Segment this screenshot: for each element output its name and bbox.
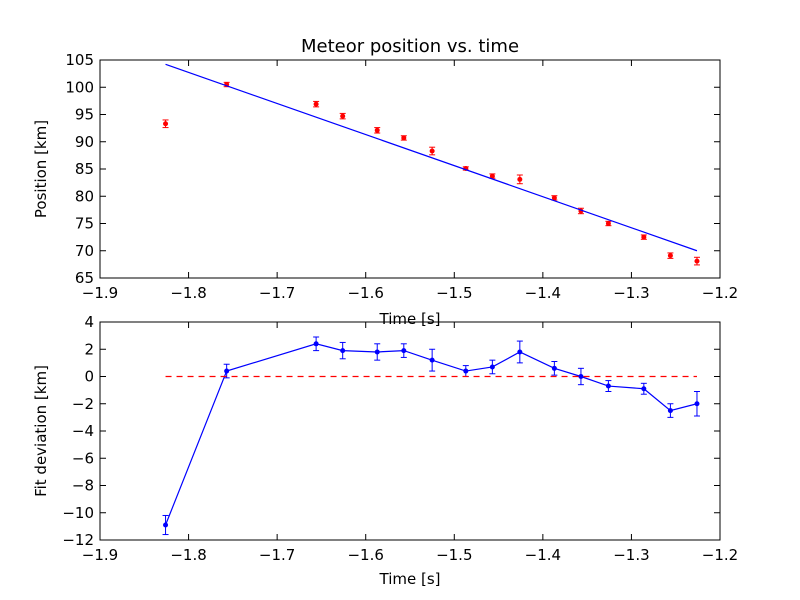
data-point	[517, 176, 523, 182]
y-axis-label: Fit deviation [km]	[32, 365, 50, 497]
data-point	[641, 234, 647, 240]
x-tick-label: −1.3	[613, 284, 649, 302]
y-axis-label: Position [km]	[32, 120, 50, 218]
y-tick-label: −6	[72, 449, 94, 467]
x-tick-label: −1.2	[702, 546, 738, 564]
data-point	[489, 173, 495, 179]
y-tick-label: 0	[84, 368, 94, 386]
deviation-plot: −1.9 −1.8 −1.7 −1.6 −1.5 −1.4 −1.3 −1.2 −12 −10 −8…	[32, 313, 738, 588]
data-point	[313, 341, 319, 347]
data-point	[667, 408, 673, 414]
data-point	[340, 348, 346, 354]
deviation-line	[164, 343, 698, 526]
x-tick-label: −1.4	[525, 546, 561, 564]
data-point	[578, 374, 584, 379]
data-point	[163, 522, 169, 528]
y-tick-label: 2	[84, 340, 94, 358]
fit-line	[165, 63, 698, 252]
y-tick-label: 4	[84, 313, 94, 331]
y-tick-label: 90	[75, 133, 94, 151]
data-point	[551, 195, 557, 201]
data-point	[429, 148, 435, 154]
data-point	[374, 349, 380, 355]
data-point	[605, 383, 611, 389]
data-point	[694, 258, 700, 264]
y-tick-label: 75	[75, 215, 94, 233]
data-point	[163, 121, 169, 127]
y-tick-label: −10	[62, 504, 94, 522]
x-tick-label: −1.4	[525, 284, 561, 302]
data-point	[374, 127, 380, 133]
x-axis-label: Time [s]	[379, 570, 441, 588]
chart-title: Meteor position vs. time	[301, 36, 519, 57]
y-tick-label: 105	[65, 51, 94, 69]
data-point	[517, 349, 523, 355]
data-point	[401, 135, 407, 141]
x-tick-label: −1.9	[82, 284, 118, 302]
x-axis-label: Time [s]	[379, 310, 441, 328]
x-tick-label: −1.7	[259, 284, 295, 302]
data-point	[401, 348, 407, 354]
x-tick-label: −1.6	[347, 284, 383, 302]
x-tick-label: −1.5	[436, 546, 472, 564]
y-tick-label: 85	[75, 160, 94, 178]
y-tick-label: 100	[65, 78, 94, 96]
data-point	[313, 101, 319, 107]
data-point	[224, 368, 230, 374]
data-point	[605, 221, 611, 226]
x-tick-label: −1.8	[170, 546, 206, 564]
data-point	[694, 401, 700, 407]
y-tick-label: −4	[72, 422, 94, 440]
x-tick-label: −1.8	[170, 284, 206, 302]
x-tick-label: −1.3	[613, 546, 649, 564]
y-tick-label: −8	[72, 477, 94, 495]
x-tick-label: −1.5	[436, 284, 472, 302]
y-tick-label: −12	[62, 531, 94, 549]
y-tick-label: 70	[75, 242, 94, 260]
data-point	[641, 386, 647, 392]
y-tick-label: 95	[75, 106, 94, 124]
x-tick-label: −1.2	[702, 284, 738, 302]
y-tick-label: 65	[75, 269, 94, 287]
data-point	[551, 365, 557, 371]
data-point	[489, 364, 495, 370]
data-point	[429, 357, 435, 363]
y-tick-label: −2	[72, 395, 94, 413]
x-tick-label: −1.6	[347, 546, 383, 564]
data-point	[340, 113, 346, 119]
x-tick-label: −1.7	[259, 546, 295, 564]
position-plot: Meteor position vs. time −1.9 −1.8 −1.7 −1.…	[32, 36, 738, 328]
x-tick-label: −1.9	[82, 546, 118, 564]
y-tick-label: 80	[75, 187, 94, 205]
data-point	[463, 368, 469, 374]
data-point	[667, 253, 673, 259]
